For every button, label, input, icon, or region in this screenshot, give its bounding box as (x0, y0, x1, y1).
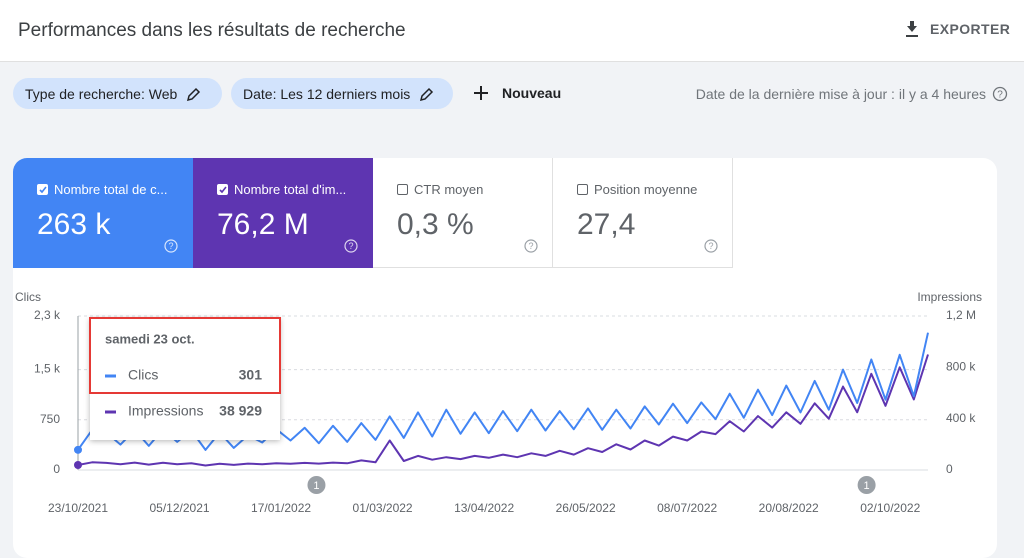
x-tick-label: 13/04/2022 (454, 501, 514, 515)
top-bar: Performances dans les résultats de reche… (0, 0, 1024, 62)
filter-label: Type de recherche: Web (25, 85, 178, 102)
svg-text:?: ? (528, 241, 533, 251)
help-icon: ? (703, 238, 719, 259)
metric-card[interactable]: Nombre total d'im... 76,2 M? (193, 158, 373, 268)
tooltip-title: samedi 23 oct. (105, 331, 195, 346)
x-tick-label: 23/10/2021 (48, 501, 108, 515)
tooltip-series-name: Clics (128, 367, 158, 383)
new-filter-button[interactable]: Nouveau (472, 84, 561, 102)
edit-icon (420, 87, 434, 101)
y2-tick-label: 400 k (946, 411, 976, 425)
metric-value: 27,4 (577, 208, 636, 241)
help-icon: ? (163, 238, 179, 259)
annotation-marker[interactable] (307, 476, 326, 494)
svg-text:?: ? (168, 241, 173, 251)
tooltip-box (90, 318, 280, 440)
metric-label: Position moyenne (594, 182, 698, 197)
metric-label-row: Position moyenne (577, 182, 697, 197)
y2-tick-label: 0 (946, 462, 953, 476)
checkbox (397, 184, 408, 195)
page-title: Performances dans les résultats de reche… (18, 20, 406, 41)
last-update-text: Date de la dernière mise à jour : il y a… (695, 86, 986, 102)
tooltip: samedi 23 oct. Clics 301 Impressions 38 929 (89, 317, 281, 440)
x-tick-label: 05/12/2021 (149, 501, 209, 515)
y-tick-label: 0 (53, 462, 60, 476)
checkbox (577, 184, 588, 195)
metric-value: 263 k (37, 208, 111, 241)
filter-chip[interactable]: Type de recherche: Web (13, 78, 222, 109)
metric-card[interactable]: CTR moyen 0,3 %? (373, 158, 553, 268)
metric-label: Nombre total d'im... (234, 182, 347, 197)
y-tick-label: 750 (40, 412, 60, 426)
filter-label: Date: Les 12 derniers mois (243, 85, 411, 102)
highlight-frame (89, 317, 281, 394)
y2-tick-label: 1,2 M (946, 308, 976, 322)
tooltip-value: 301 (239, 367, 263, 383)
x-tick-label: 17/01/2022 (251, 501, 311, 515)
annotation-label: 1 (864, 480, 870, 492)
metric-label-row: Nombre total de c... (37, 182, 167, 197)
plus-icon (474, 86, 488, 100)
help-icon: ? (523, 238, 539, 259)
x-tick-label: 01/03/2022 (353, 501, 413, 515)
download-icon (906, 21, 918, 37)
y-tick-label: 2,3 k (34, 308, 61, 322)
annotation-marker[interactable] (857, 476, 876, 494)
new-filter-label: Nouveau (502, 85, 562, 101)
metric-label-row: CTR moyen (397, 182, 483, 197)
metric-card[interactable]: Nombre total de c... 263 k? (13, 158, 193, 268)
hover-dot (74, 445, 82, 454)
series-line (77, 354, 929, 467)
metric-value: 0,3 % (397, 208, 474, 241)
metric-card[interactable]: Position moyenne 27,4? (553, 158, 733, 268)
hover-dot (74, 461, 82, 470)
svg-text:?: ? (708, 241, 713, 251)
export-button[interactable]: EXPORTER (904, 20, 1010, 38)
metric-label-row: Nombre total d'im... (217, 182, 346, 197)
help-icon[interactable]: ? (992, 86, 1008, 102)
last-update: Date de la dernière mise à jour : il y a… (696, 86, 1008, 102)
svg-text:?: ? (997, 90, 1003, 101)
performance-card: Nombre total de c... 263 k? Nombre total d… (13, 158, 997, 558)
annotation-label: 1 (313, 480, 319, 492)
metric-label: Nombre total de c... (54, 182, 168, 197)
edit-icon (187, 87, 201, 101)
x-tick-label: 26/05/2022 (556, 501, 616, 515)
x-tick-label: 20/08/2022 (759, 501, 819, 515)
x-tick-label: 08/07/2022 (657, 501, 717, 515)
svg-text:?: ? (348, 241, 353, 251)
y2-tick-label: 800 k (946, 360, 976, 374)
tooltip-series-name: Impressions (128, 403, 203, 419)
checkbox (37, 184, 48, 195)
y-tick-label: 1,5 k (34, 362, 61, 376)
metric-label: CTR moyen (414, 182, 484, 197)
y-axis-label: Clics (15, 290, 41, 304)
filter-chip[interactable]: Date: Les 12 derniers mois (231, 78, 453, 109)
chart: Clics Impressions 0 750 1,5 k 2,3 k 0 400 k 800 … (15, 290, 982, 515)
x-tick-label: 02/10/2022 (860, 501, 920, 515)
y2-axis-label: Impressions (917, 290, 982, 304)
help-icon: ? (343, 238, 359, 259)
metric-value: 76,2 M (217, 208, 309, 241)
tooltip-value: 38 929 (219, 403, 262, 419)
export-label: EXPORTER (930, 21, 1011, 37)
checkbox (217, 184, 228, 195)
